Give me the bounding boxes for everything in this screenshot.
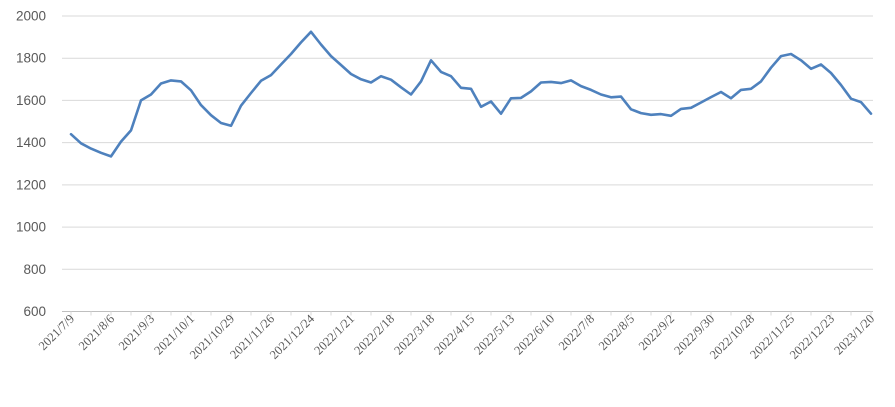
x-axis-label: 2022/6/10 [511, 312, 557, 358]
y-axis-label: 1800 [16, 51, 46, 66]
y-axis-label: 1400 [16, 135, 46, 150]
x-axis-label: 2022/5/13 [471, 312, 517, 358]
y-axis-label: 600 [23, 304, 46, 319]
x-axis-label: 2022/4/15 [431, 312, 477, 358]
y-axis-label: 800 [23, 262, 46, 277]
y-axis-label: 1200 [16, 177, 46, 192]
x-axis-label: 2022/7/8 [556, 312, 597, 353]
x-axis-label: 2022/8/5 [596, 312, 637, 353]
x-axis-label: 2022/2/18 [351, 312, 397, 358]
x-axis-label: 2021/12/24 [267, 311, 318, 362]
series-line [69, 30, 873, 158]
x-axis-label: 2022/1/21 [311, 312, 357, 358]
y-axis-label: 2000 [16, 9, 46, 24]
x-axis-label: 2022/3/18 [391, 312, 437, 358]
y-axis-label: 1000 [16, 220, 46, 235]
x-axis-label: 2021/8/6 [76, 312, 117, 353]
x-axis-label: 2023/1/20 [831, 312, 877, 358]
y-axis-label: 1600 [16, 93, 46, 108]
